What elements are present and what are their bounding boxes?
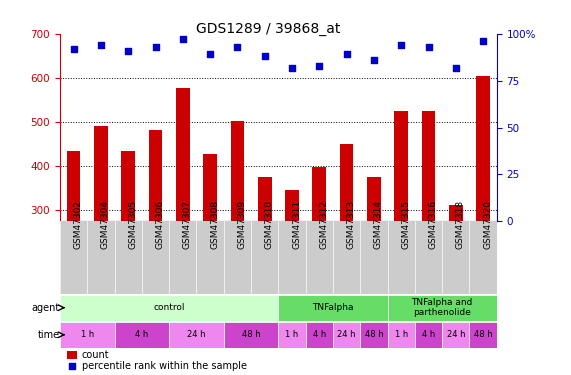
Text: control: control <box>154 303 185 312</box>
Bar <box>395 111 408 221</box>
Text: 4 h: 4 h <box>313 330 326 339</box>
Point <box>69 46 78 52</box>
Point <box>260 53 270 59</box>
Bar <box>312 167 326 221</box>
Bar <box>258 177 272 221</box>
Text: 24 h: 24 h <box>337 330 356 339</box>
Text: 24 h: 24 h <box>447 330 465 339</box>
Text: GSM47304: GSM47304 <box>101 200 110 249</box>
Text: GSM47308: GSM47308 <box>210 200 219 249</box>
Text: GSM47316: GSM47316 <box>428 200 437 249</box>
Text: GSM47315: GSM47315 <box>401 200 410 249</box>
Bar <box>279 322 305 348</box>
Bar <box>66 351 78 358</box>
Bar <box>415 322 442 348</box>
Text: 1 h: 1 h <box>395 330 408 339</box>
Bar <box>305 322 333 348</box>
Point <box>342 51 351 57</box>
Text: agent: agent <box>32 303 60 313</box>
Text: GSM47314: GSM47314 <box>374 200 383 249</box>
Text: 48 h: 48 h <box>365 330 383 339</box>
Point <box>315 63 324 69</box>
Text: TNFalpha and
parthenolide: TNFalpha and parthenolide <box>412 298 473 317</box>
Text: 4 h: 4 h <box>422 330 435 339</box>
Text: GSM47320: GSM47320 <box>483 200 492 249</box>
Text: TNFalpha: TNFalpha <box>312 303 353 312</box>
Bar <box>169 322 224 348</box>
Bar <box>285 190 299 221</box>
Bar <box>367 177 381 221</box>
Text: 1 h: 1 h <box>286 330 299 339</box>
Bar <box>60 322 115 348</box>
Bar <box>94 126 108 221</box>
Point <box>233 44 242 50</box>
Point <box>178 36 187 42</box>
Text: GSM47305: GSM47305 <box>128 200 137 249</box>
Bar <box>122 151 135 221</box>
Text: GSM47313: GSM47313 <box>347 200 356 249</box>
Bar <box>67 151 81 221</box>
Bar <box>60 295 279 321</box>
Bar <box>60 221 497 294</box>
Text: percentile rank within the sample: percentile rank within the sample <box>82 361 247 371</box>
Text: 1 h: 1 h <box>81 330 94 339</box>
Text: time: time <box>38 330 60 340</box>
Text: count: count <box>82 350 110 360</box>
Point <box>397 42 406 48</box>
Point <box>287 64 296 70</box>
Text: GSM47309: GSM47309 <box>238 200 247 249</box>
Point <box>206 51 215 57</box>
Text: GSM47306: GSM47306 <box>155 200 164 249</box>
Point <box>151 44 160 50</box>
Bar <box>333 322 360 348</box>
Bar <box>422 111 435 221</box>
Bar <box>360 322 388 348</box>
Bar <box>449 206 463 221</box>
Bar <box>176 88 190 221</box>
Point <box>478 38 488 44</box>
Bar <box>224 322 279 348</box>
Text: GSM47302: GSM47302 <box>74 200 83 249</box>
Point <box>96 42 106 48</box>
Point <box>124 48 133 54</box>
Text: GSM47310: GSM47310 <box>265 200 274 249</box>
Text: GSM47311: GSM47311 <box>292 200 301 249</box>
Point <box>369 57 379 63</box>
Point <box>451 64 460 70</box>
Bar <box>115 322 169 348</box>
Bar <box>442 322 469 348</box>
Bar <box>388 322 415 348</box>
Bar <box>279 295 388 321</box>
Bar <box>469 322 497 348</box>
Bar <box>231 121 244 221</box>
Text: GDS1289 / 39868_at: GDS1289 / 39868_at <box>196 22 340 36</box>
Text: 24 h: 24 h <box>187 330 206 339</box>
Bar <box>203 154 217 221</box>
Text: GSM47307: GSM47307 <box>183 200 192 249</box>
Point <box>424 44 433 50</box>
Point <box>67 363 77 369</box>
Text: 4 h: 4 h <box>135 330 148 339</box>
Bar <box>388 295 497 321</box>
Bar <box>476 76 490 221</box>
Text: GSM47318: GSM47318 <box>456 200 465 249</box>
Bar <box>340 144 353 221</box>
Text: 48 h: 48 h <box>474 330 492 339</box>
Text: GSM47312: GSM47312 <box>319 200 328 249</box>
Bar <box>148 130 162 221</box>
Text: 48 h: 48 h <box>242 330 260 339</box>
